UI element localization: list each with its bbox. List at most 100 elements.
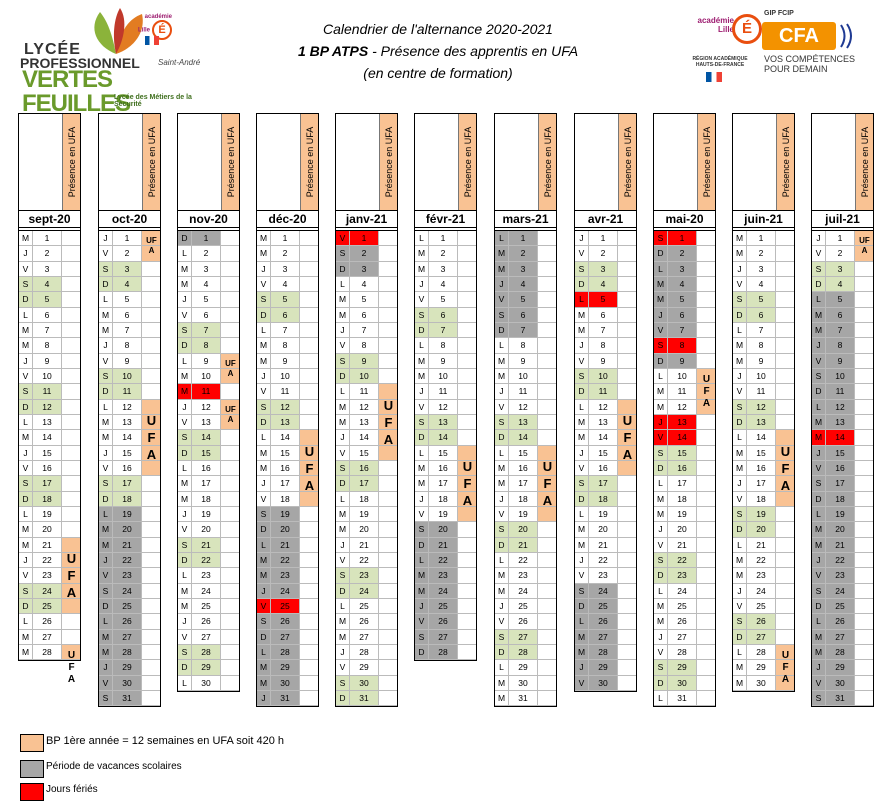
day-row: M 12	[336, 399, 397, 415]
day-number: 16	[668, 460, 696, 476]
legend-label: Jours fériés	[46, 784, 98, 795]
day-number: 24	[589, 583, 617, 598]
ufa-cell	[457, 261, 476, 276]
weekday: J	[257, 476, 271, 491]
ufa-cell	[220, 644, 239, 660]
ufa-cell	[61, 399, 80, 414]
page-title: Calendrier de l'alternance 2020-2021 1 B…	[248, 18, 628, 84]
ufa-cell	[696, 675, 715, 690]
ufa-cell	[378, 644, 397, 660]
day-row: J 22	[19, 552, 80, 569]
ufa-cell	[537, 384, 556, 399]
day-number: 11	[438, 386, 448, 397]
ufa-cell	[617, 598, 636, 614]
day-number: 5	[440, 294, 446, 305]
ufa-cell	[696, 476, 715, 491]
day-number: 5	[826, 292, 854, 307]
day-row: D 18	[19, 491, 80, 507]
ufa-cell	[696, 353, 715, 368]
day-row: L 26	[19, 614, 80, 630]
day-number: 7	[124, 324, 130, 335]
ufa-cell	[457, 353, 476, 368]
ufa-cell	[220, 231, 239, 246]
weekday: M	[336, 614, 350, 629]
ufa-cell	[537, 476, 556, 491]
ufa-cell	[696, 690, 715, 706]
ufa-cell	[378, 276, 397, 292]
day-number: 21	[509, 537, 537, 552]
weekday: D	[575, 276, 589, 292]
day-row: S 10	[575, 368, 636, 385]
ufa-cell	[854, 675, 873, 690]
day-number: 12	[598, 401, 608, 412]
presence-label: Présence en UFA	[383, 126, 394, 198]
ufa-cell	[617, 476, 636, 491]
day-row: L 22	[495, 552, 556, 569]
day-row: J 18	[495, 491, 556, 507]
ufa-cell	[378, 414, 397, 430]
day-row: L 19	[99, 506, 160, 523]
month-header: Présence en UFA	[178, 114, 239, 211]
day-row: J 28	[336, 644, 397, 661]
day-number: 14	[598, 432, 608, 443]
weekday: M	[178, 583, 192, 598]
day-number: 1	[350, 231, 378, 246]
day-number: 3	[668, 261, 696, 276]
presence-header: Présence en UFA	[300, 114, 318, 210]
ufa-cell	[854, 598, 873, 614]
ufa-cell	[299, 537, 318, 552]
day-number: 15	[192, 445, 220, 460]
day-number: 13	[201, 416, 211, 427]
weekday: J	[733, 368, 747, 384]
day-number: 28	[271, 644, 299, 660]
day-number: 16	[122, 462, 132, 473]
weekday: J	[178, 292, 192, 307]
ufa-cell	[854, 353, 873, 368]
day-number: 29	[271, 660, 299, 675]
ufa-cell	[299, 292, 318, 307]
day-number: 30	[756, 677, 766, 688]
weekday: D	[495, 322, 509, 338]
ufa-cell	[141, 644, 160, 660]
month-name: juin-21	[733, 211, 794, 228]
day-number: 9	[203, 355, 209, 366]
weekday: M	[575, 629, 589, 644]
ufa-cell	[141, 660, 160, 675]
ufa-cell	[457, 522, 476, 537]
day-row: D 14	[415, 430, 476, 446]
ufa-cell	[220, 460, 239, 476]
day-number: 2	[440, 248, 446, 259]
day-row: D 28	[495, 644, 556, 661]
day-number: 6	[203, 309, 209, 320]
ufa-cell	[537, 491, 556, 506]
ufa-cell	[141, 414, 160, 430]
weekday: V	[733, 491, 747, 506]
day-row: V 10	[19, 368, 80, 385]
day-row: V 16	[19, 460, 80, 477]
ufa-cell	[617, 384, 636, 399]
month-4: Présence en UFA janv-21 V 1 S 2 D 3 L 4 M 5 M 6 J 7 V 8 S 9…	[335, 113, 398, 708]
presence-header: Présence en UFA	[697, 114, 715, 210]
day-number: 9	[600, 355, 606, 366]
day-number: 20	[113, 522, 141, 537]
day-number: 3	[826, 261, 854, 276]
day-number: 23	[429, 568, 457, 583]
weekday: L	[19, 414, 33, 430]
day-row: V 13	[178, 414, 239, 431]
day-number: 25	[271, 598, 299, 614]
weekday: L	[336, 384, 350, 399]
day-number: 7	[758, 324, 764, 335]
day-row: V 11	[733, 384, 794, 400]
